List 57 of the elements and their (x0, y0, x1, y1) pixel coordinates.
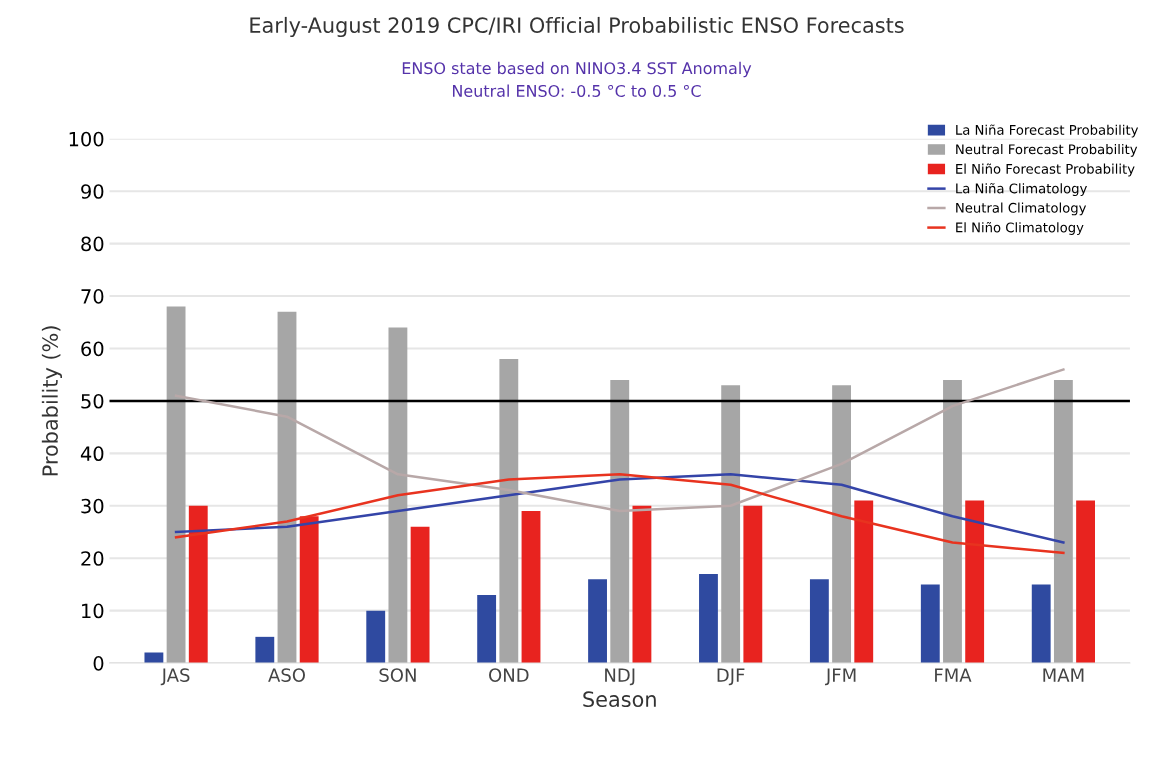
x-tick-label: ASO (268, 668, 305, 682)
bar (1076, 500, 1095, 664)
legend-label: La Niña Climatology (956, 182, 1087, 196)
y-tick-label: 100 (69, 131, 104, 147)
y-tick-label: 90 (81, 184, 104, 199)
y-tick-label: 30 (81, 498, 104, 514)
x-tick-label: FMA (935, 668, 972, 682)
legend-label: El Niño Forecast Probability (956, 163, 1135, 177)
bar (166, 306, 186, 664)
bar (1031, 584, 1051, 664)
x-axis-title: Season (583, 691, 656, 708)
y-tick-label: 10 (82, 603, 104, 619)
legend-label: Neutral Forecast Probability (956, 144, 1138, 157)
line-series (174, 368, 1065, 513)
bar (410, 526, 430, 664)
bar (588, 579, 607, 664)
bar (499, 358, 519, 664)
chart-title: Early-August 2019 CPC/IRI Official Probabilistic ENSO Forecasts (250, 16, 904, 38)
bar (832, 385, 851, 664)
x-tick-label: JAS (160, 668, 190, 686)
x-tick-label: OND (489, 668, 529, 682)
y-tick-label: 0 (93, 656, 104, 671)
bar (188, 505, 208, 664)
bar (743, 505, 763, 664)
bar (521, 511, 541, 664)
y-tick-label: 80 (81, 236, 104, 252)
bar (388, 327, 408, 664)
y-tick-label: 60 (81, 341, 104, 357)
bar (366, 610, 386, 664)
bar (721, 385, 741, 664)
bar (854, 500, 874, 664)
legend-label: Neutral Climatology (956, 202, 1087, 216)
bar (255, 636, 275, 664)
x-tick-label: NDJ (605, 668, 635, 686)
x-tick-label: DJF (717, 668, 745, 686)
legend-label: La Niña Forecast Probability (956, 124, 1139, 138)
bar (943, 379, 962, 664)
bar (920, 584, 940, 664)
y-tick-label: 50 (81, 393, 104, 409)
bar (1053, 379, 1073, 664)
bar (477, 594, 497, 664)
x-tick-label: SON (379, 668, 416, 682)
bar (277, 311, 297, 664)
legend-label: El Niño Climatology (956, 221, 1084, 235)
bar (965, 500, 985, 664)
bar (632, 505, 652, 664)
bar (299, 516, 319, 664)
x-tick-label: JFM (824, 668, 856, 686)
bar (809, 579, 829, 664)
y-axis-title: Probability (%) (41, 326, 62, 476)
bar (699, 573, 718, 664)
y-tick-label: 70 (81, 289, 104, 304)
bar (610, 379, 630, 664)
y-tick-label: 40 (80, 446, 104, 462)
chart-subtitle: ENSO state based on NINO3.4 SST Anomaly Neutral ENSO: -0.5 °C to 0.5 °C (402, 61, 752, 97)
y-tick-label: 20 (81, 551, 104, 566)
x-tick-label: MAM (1043, 668, 1084, 682)
